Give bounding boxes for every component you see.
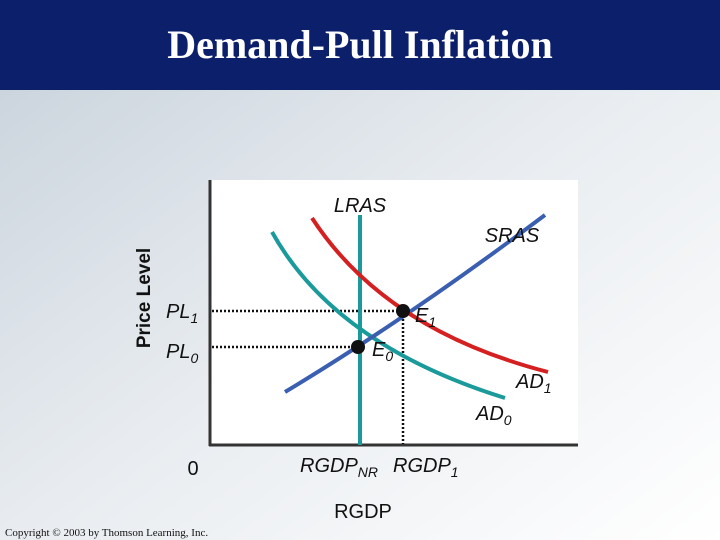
e0-label: E0: [372, 339, 393, 364]
e1-main: E: [415, 305, 429, 327]
plot-area: [210, 180, 578, 445]
origin-label: 0: [187, 458, 198, 480]
e0-main: E: [372, 339, 386, 361]
title: Demand-Pull Inflation: [167, 22, 553, 67]
header-band: [0, 0, 720, 90]
ad0-curve: [270, 231, 506, 400]
ad0-sub: 0: [504, 412, 512, 428]
pl0-main: PL: [166, 341, 190, 363]
e0-point: [351, 340, 365, 354]
y-axis-label: Price Level: [134, 248, 155, 348]
pl1-label: PL1: [166, 301, 198, 326]
pl1-sub: 1: [190, 310, 198, 326]
ad0-main: AD: [475, 403, 504, 425]
lras-label: LRAS: [334, 195, 387, 217]
e1-sub: 1: [428, 314, 436, 330]
copyright: Copyright © 2003 by Thomson Learning, In…: [5, 527, 208, 539]
pl0-sub: 0: [190, 350, 198, 366]
rgdpnr-main: RGDP: [300, 455, 358, 477]
rgdp1-label: RGDP1: [393, 455, 459, 480]
e0-sub: 0: [385, 348, 393, 364]
ad0-label: AD0: [475, 403, 512, 428]
e1-label: E1: [415, 305, 436, 330]
e1-point: [396, 304, 410, 318]
pl0-label: PL0: [166, 341, 198, 366]
ad1-main: AD: [515, 371, 544, 393]
rgdpnr-sub: NR: [358, 464, 378, 480]
sras-label: SRAS: [485, 225, 540, 247]
rgdp1-main: RGDP: [393, 455, 451, 477]
ad1-sub: 1: [544, 380, 552, 396]
rgdp1-sub: 1: [451, 464, 459, 480]
pl1-main: PL: [166, 301, 190, 323]
x-axis-label: RGDP: [334, 501, 392, 523]
rgdpnr-label: RGDPNR: [300, 455, 378, 480]
ad1-label: AD1: [515, 371, 552, 396]
